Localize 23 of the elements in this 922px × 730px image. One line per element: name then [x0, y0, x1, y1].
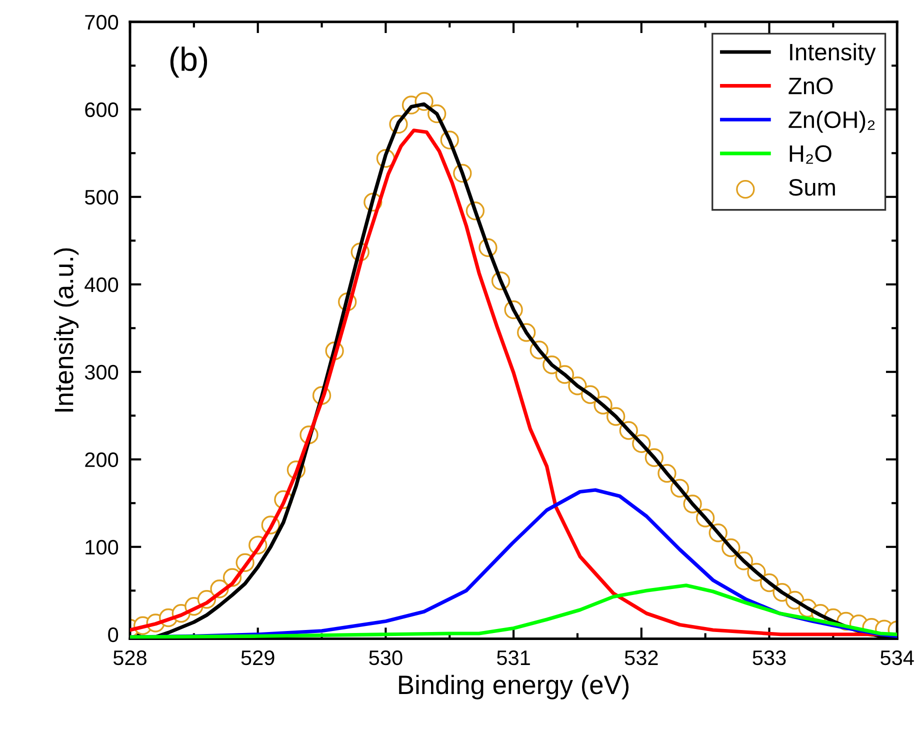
legend-label: Zn(OH)₂ [788, 110, 875, 133]
x-tick-label: 529 [241, 650, 274, 666]
x-tick-label: 531 [497, 650, 530, 666]
legend-label: H₂O [790, 145, 832, 164]
x-tick-label: 528 [113, 650, 146, 666]
y-tick-label: 0 [108, 627, 118, 642]
y-tick-label: 500 [84, 190, 118, 205]
x-tick-label: 534 [880, 650, 914, 666]
legend-label: Intensity [790, 43, 876, 66]
annotation: (b) [170, 46, 208, 78]
y-tick-label: 700 [85, 14, 118, 30]
x-tick-label: 532 [624, 650, 658, 666]
y-tick-label: 600 [85, 102, 118, 118]
legend-label: ZnO [788, 78, 833, 94]
y-tick-label: 100 [86, 540, 118, 555]
y-axis-title: Intensity (a.u.) [54, 248, 79, 412]
y-tick-label: 400 [84, 277, 118, 292]
x-axis-title: Binding energy (eV) [399, 674, 629, 700]
y-tick-label: 300 [84, 364, 118, 380]
x-tick-label: 533 [752, 650, 786, 666]
y-tick-label: 200 [85, 452, 118, 468]
x-tick-label: 530 [369, 650, 402, 666]
legend-label: Sum [789, 179, 835, 196]
